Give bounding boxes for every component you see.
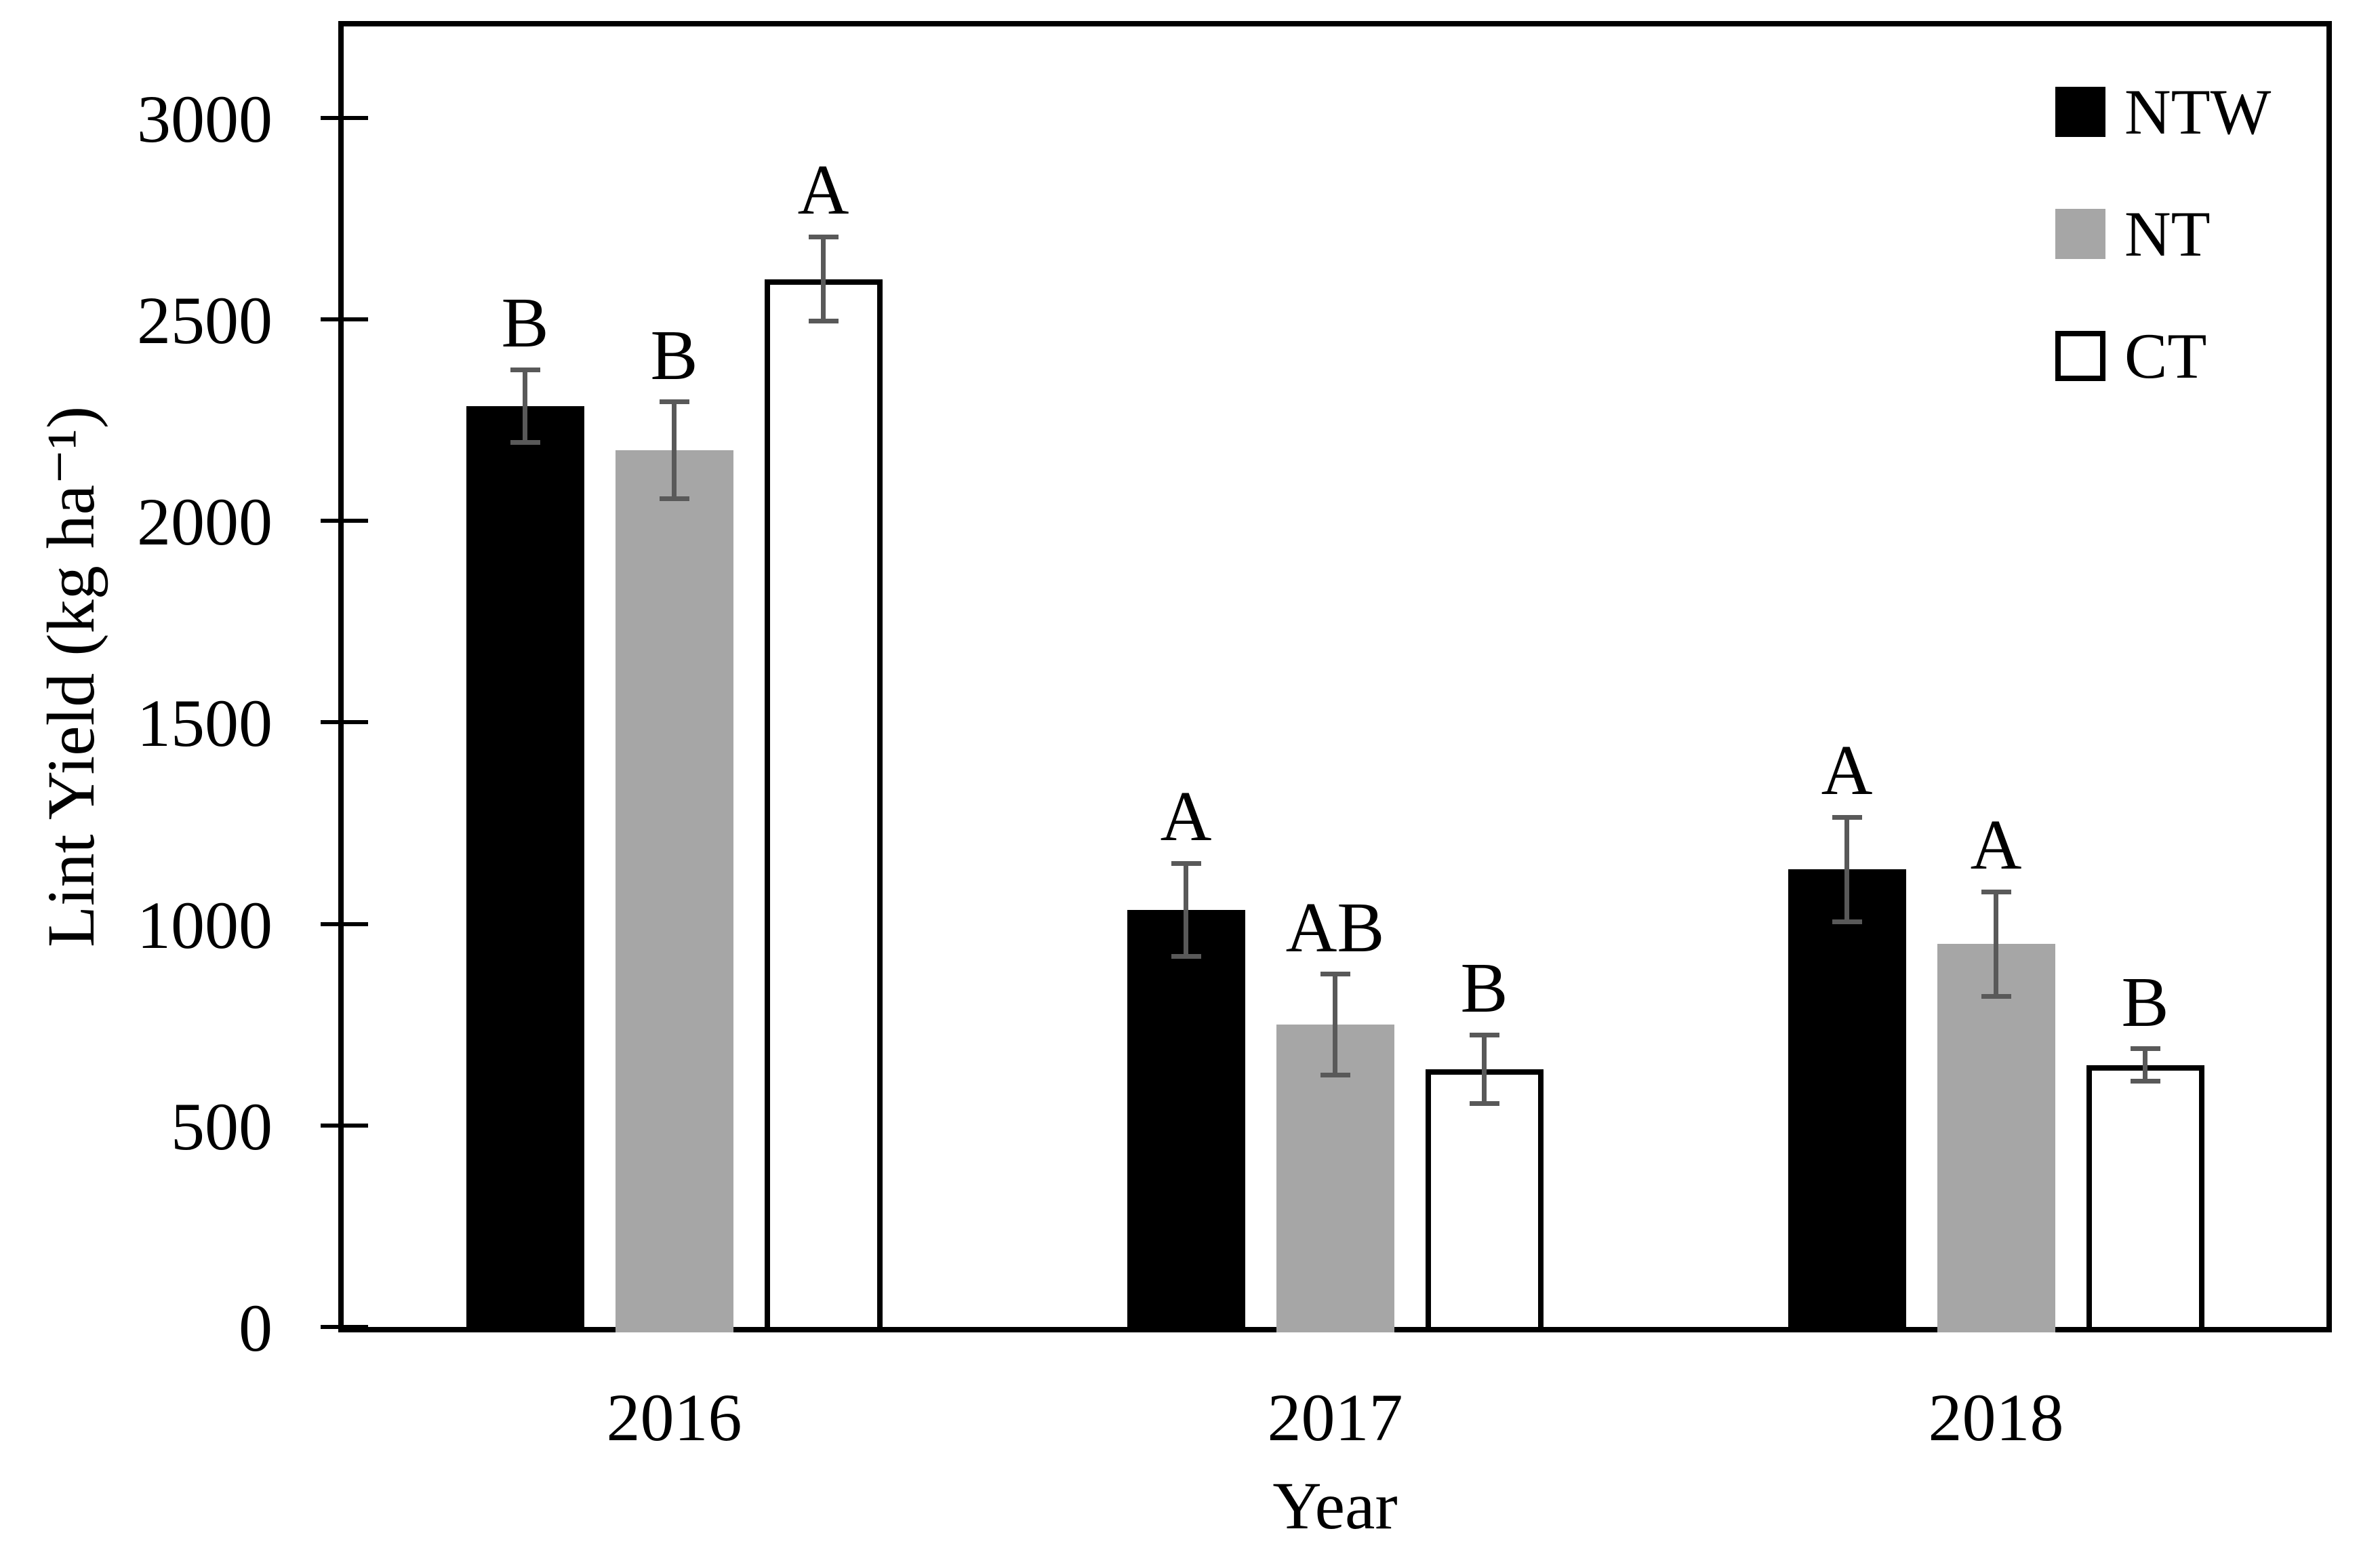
- y-axis-tick: [321, 921, 368, 926]
- bar-ntw-2016: [466, 405, 584, 1332]
- significance-letter: A: [1160, 776, 1212, 856]
- error-bar-stem: [1844, 817, 1849, 922]
- significance-letter: B: [2121, 961, 2169, 1041]
- legend-label-ntw: NTW: [2124, 75, 2272, 148]
- x-category-label-2016: 2016: [606, 1380, 742, 1455]
- significance-letter: B: [1460, 948, 1508, 1028]
- x-category-label-2017: 2017: [1267, 1380, 1403, 1455]
- error-bar-cap: [1832, 814, 1862, 820]
- significance-letter: B: [650, 315, 698, 395]
- error-bar-cap: [1320, 972, 1350, 977]
- legend-swatch-nt-icon: [2055, 209, 2105, 259]
- bar-ct-2016: [764, 279, 883, 1332]
- y-axis-tick: [321, 519, 368, 523]
- y-axis-tick: [321, 317, 368, 321]
- error-bar-cap: [808, 234, 839, 239]
- legend-item-ntw: NTW: [2055, 77, 2271, 147]
- error-bar-cap: [1171, 953, 1201, 959]
- error-bar-stem: [1482, 1035, 1487, 1104]
- error-bar-cap: [1832, 919, 1862, 925]
- error-bar-cap: [1981, 994, 2011, 999]
- error-bar-cap: [2130, 1078, 2160, 1084]
- bar-ct-2017: [1425, 1069, 1544, 1332]
- error-bar-cap: [510, 367, 540, 372]
- error-bar-stem: [821, 237, 826, 321]
- significance-letter: A: [1970, 805, 2022, 885]
- y-tick-label: 2000: [137, 484, 273, 560]
- legend-item-ct: CT: [2055, 321, 2206, 391]
- legend-swatch-ct-icon: [2055, 331, 2105, 381]
- legend-label-ct: CT: [2124, 319, 2207, 392]
- significance-letter: B: [501, 283, 549, 363]
- error-bar-cap: [1469, 1100, 1499, 1106]
- error-bar-stem: [672, 401, 677, 499]
- bar-ntw-2018: [1788, 869, 1906, 1332]
- significance-letter: AB: [1285, 887, 1385, 967]
- error-bar-cap: [510, 439, 540, 445]
- error-bar-cap: [1981, 889, 2011, 894]
- bar-nt-2016: [615, 450, 733, 1332]
- y-tick-label: 1500: [137, 686, 273, 761]
- y-axis-tick: [321, 720, 368, 725]
- significance-letter: A: [1821, 730, 1873, 810]
- error-bar-cap: [1171, 860, 1201, 866]
- y-axis-tick: [321, 1123, 368, 1128]
- legend-label-nt: NT: [2124, 197, 2211, 270]
- y-tick-label: 2500: [137, 283, 273, 358]
- error-bar-cap: [808, 319, 839, 324]
- bar-ntw-2017: [1127, 909, 1245, 1332]
- y-axis-tick: [321, 1325, 368, 1329]
- y-tick-label: 3000: [137, 81, 273, 157]
- y-axis-tick: [321, 115, 368, 120]
- x-axis-title: Year: [1272, 1468, 1398, 1543]
- y-tick-label: 500: [171, 1088, 273, 1164]
- error-bar-cap: [1320, 1073, 1350, 1077]
- bar-nt-2018: [1937, 944, 2055, 1332]
- bar-ct-2018: [2086, 1065, 2204, 1332]
- error-bar-cap: [1469, 1032, 1499, 1037]
- y-tick-label: 0: [239, 1290, 273, 1366]
- error-bar-stem: [2143, 1048, 2147, 1081]
- y-tick-label: 1000: [137, 887, 273, 963]
- legend-item-nt: NT: [2055, 199, 2211, 269]
- error-bar-stem: [1994, 892, 1998, 997]
- error-bar-cap: [659, 496, 689, 501]
- legend-swatch-ntw-icon: [2055, 87, 2105, 137]
- x-category-label-2018: 2018: [1928, 1380, 2064, 1455]
- error-bar-cap: [659, 399, 689, 405]
- error-bar-stem: [1184, 863, 1188, 957]
- significance-letter: A: [797, 150, 849, 230]
- error-bar-cap: [2130, 1046, 2160, 1052]
- y-axis-title: Lint Yield (kg ha⁻¹): [33, 405, 108, 948]
- error-bar-stem: [1333, 974, 1337, 1075]
- error-bar-stem: [523, 370, 527, 443]
